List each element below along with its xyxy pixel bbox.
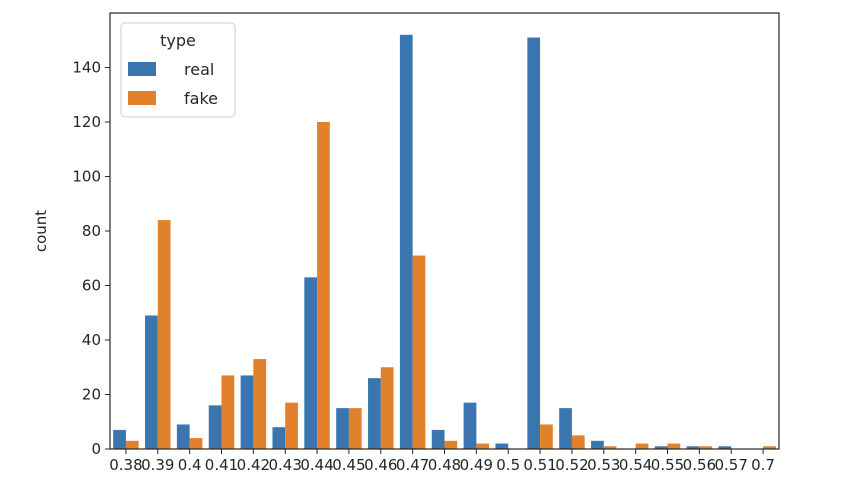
legend-title: type <box>160 31 196 50</box>
y-axis: 0 20 40 60 80 100 120 140 <box>72 59 110 458</box>
y-tick-label: 120 <box>72 113 101 131</box>
x-tick-label: 0.45 <box>332 456 365 474</box>
y-tick-label: 40 <box>82 331 101 349</box>
bar-fake-0.42 <box>253 359 267 449</box>
y-axis-label: count <box>32 210 50 252</box>
bar-fake-0.51 <box>540 424 553 449</box>
bar-fake-0.49 <box>476 443 490 449</box>
bars-group <box>113 34 776 450</box>
bar-real-0.44 <box>304 277 318 449</box>
bar-real-0.56 <box>686 446 700 449</box>
bar-real-0.41 <box>208 405 222 449</box>
x-tick-label: 0.5 <box>496 456 520 474</box>
y-tick-label: 0 <box>91 440 101 458</box>
x-tick-label: 0.42 <box>237 456 270 474</box>
y-tick-label: 60 <box>82 277 101 295</box>
legend: type real fake <box>120 22 236 118</box>
x-tick-label: 0.7 <box>751 456 775 474</box>
bar-fake-0.7 <box>763 446 776 449</box>
x-tick-label: 0.54 <box>619 456 652 474</box>
x-tick-label: 0.56 <box>683 456 716 474</box>
x-tick-label: 0.55 <box>651 456 684 474</box>
x-tick-label: 0.49 <box>460 456 493 474</box>
bar-fake-0.55 <box>667 443 681 449</box>
x-axis: 0.380.39 0.4 0.410.420.430.440.450.460.470… <box>109 449 775 474</box>
bar-real-0.51 <box>527 37 541 449</box>
bar-fake-0.52 <box>571 435 585 450</box>
bar-real-0.42 <box>240 375 254 449</box>
bar-real-0.49 <box>463 402 477 449</box>
legend-label-fake: fake <box>184 89 218 108</box>
x-tick-label: 0.48 <box>428 456 461 474</box>
x-tick-label: 0.44 <box>300 456 333 474</box>
bar-real-0.39 <box>145 315 158 449</box>
bar-fake-0.45 <box>348 408 362 450</box>
y-tick-label: 100 <box>72 168 101 186</box>
bar-real-0.46 <box>368 378 381 449</box>
legend-label-real: real <box>184 60 214 79</box>
bar-fake-0.44 <box>317 122 330 449</box>
x-tick-label: 0.46 <box>364 456 397 474</box>
bar-fake-0.43 <box>285 402 298 449</box>
bar-fake-0.38 <box>125 440 139 449</box>
bar-real-0.55 <box>654 446 668 449</box>
bar-real-0.43 <box>272 427 286 449</box>
x-tick-label: 0.39 <box>141 456 174 474</box>
bar-fake-0.46 <box>380 367 394 449</box>
x-tick-label: 0.57 <box>715 456 748 474</box>
x-tick-label: 0.38 <box>109 456 142 474</box>
bar-real-0.52 <box>559 408 572 450</box>
bar-fake-0.56 <box>699 446 713 449</box>
bar-fake-0.54 <box>635 443 649 449</box>
bar-fake-0.39 <box>157 220 171 449</box>
bar-fake-0.48 <box>444 440 458 449</box>
bar-fake-0.41 <box>221 375 235 449</box>
x-tick-label: 0.53 <box>587 456 620 474</box>
x-tick-label: 0.47 <box>396 456 429 474</box>
bar-real-0.45 <box>336 408 349 450</box>
bar-real-0.4 <box>176 424 190 449</box>
bar-real-0.48 <box>431 429 445 449</box>
x-tick-label: 0.52 <box>555 456 588 474</box>
bar-real-0.5 <box>495 443 509 449</box>
bar-fake-0.4 <box>189 438 203 449</box>
x-tick-label: 0.51 <box>523 456 556 474</box>
legend-swatch-fake <box>128 91 156 105</box>
x-tick-label: 0.41 <box>205 456 238 474</box>
bar-fake-0.53 <box>603 446 617 449</box>
x-tick-label: 0.4 <box>178 456 202 474</box>
bar-real-0.38 <box>113 429 126 449</box>
y-tick-label: 140 <box>72 59 101 77</box>
x-tick-label: 0.43 <box>269 456 302 474</box>
bar-real-0.47 <box>399 34 413 450</box>
legend-swatch-real <box>128 62 156 76</box>
y-tick-label: 80 <box>82 222 101 240</box>
bar-real-0.53 <box>591 440 604 449</box>
bar-real-0.57 <box>718 446 732 449</box>
y-tick-label: 20 <box>82 386 101 404</box>
bar-fake-0.47 <box>412 255 426 449</box>
